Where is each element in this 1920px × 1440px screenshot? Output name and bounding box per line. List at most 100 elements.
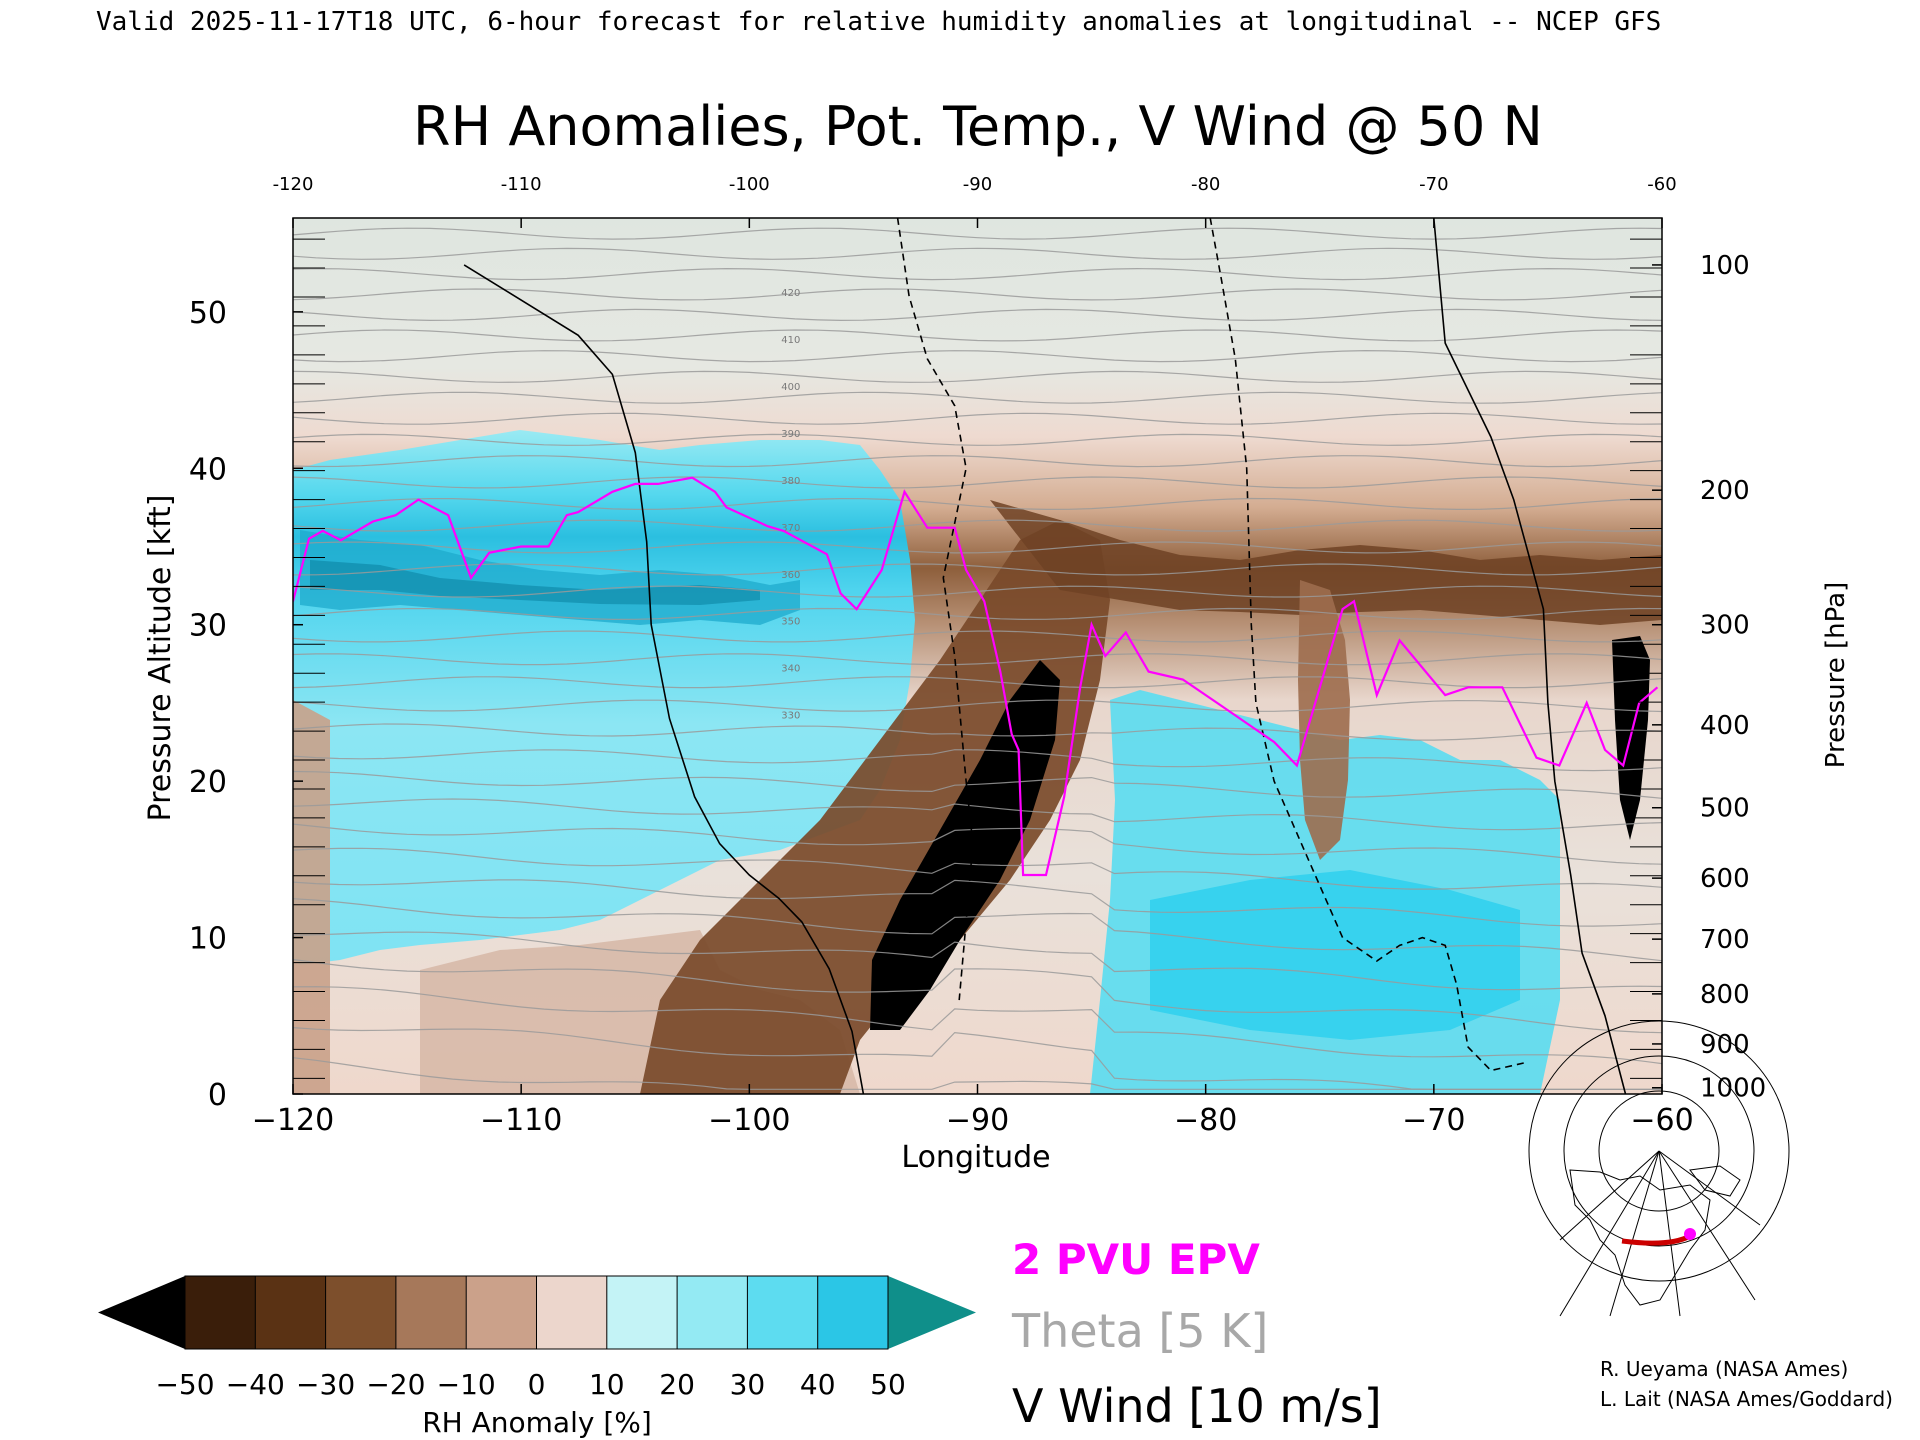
- theta-contour-line: [293, 541, 1662, 554]
- colorbar-tick-label: 40: [800, 1368, 836, 1401]
- x-axis-label: Longitude: [901, 1140, 1050, 1175]
- theta-contour-label: 330: [781, 711, 800, 722]
- colorbar-tick-label: 20: [659, 1368, 695, 1401]
- theta-contour-line: [293, 476, 1662, 489]
- credit-line-2: L. Lait (NASA Ames/Goddard): [1600, 1387, 1893, 1411]
- theta-contour-line: [293, 847, 1662, 890]
- pressure-tick-label: 700: [1700, 925, 1750, 955]
- colorbar-tick-label: −10: [437, 1368, 496, 1401]
- v-wind-contour: [1209, 218, 1526, 1072]
- rh-moist-deep-west: [310, 560, 760, 605]
- pressure-tick-label: 800: [1700, 980, 1750, 1010]
- colorbar-segment: [747, 1276, 819, 1349]
- theta-contour-label: 370: [781, 523, 800, 534]
- epv-2pvu-line: [293, 476, 1659, 877]
- top-x-tick-label: -110: [501, 174, 542, 195]
- pressure-axis-right: 100 200 300 400 500 600 700 800 900 1000: [1652, 251, 1766, 1104]
- top-x-tick-label: -100: [729, 174, 770, 195]
- theta-contour-line: [293, 349, 1662, 363]
- pressure-tick-label: 900: [1700, 1030, 1750, 1060]
- theta-contour-line: [293, 563, 1662, 576]
- theta-contour-line: [293, 676, 1662, 689]
- theta-contour-label: 390: [781, 429, 800, 440]
- colorbar-segment: [395, 1276, 467, 1349]
- theta-contour-label: 340: [781, 664, 800, 675]
- theta-contour-line: [293, 391, 1662, 404]
- colorbar-under-triangle: [98, 1276, 185, 1349]
- rh-dry-band-upper-east: [990, 500, 1662, 625]
- inset-map: [1528, 1020, 1790, 1317]
- y-axis-left: 0 10 20 30 40 50: [189, 296, 303, 1113]
- colorbar-tick-label: −30: [296, 1368, 355, 1401]
- theta-contour-line: [293, 455, 1662, 468]
- theta-contours: 330 340 350 360 370 380 390 400 410 420: [293, 227, 1662, 1090]
- x-axis: −120 −110 −100 −90 −80 −70 −60: [252, 1084, 1694, 1138]
- x-tick-label: −70: [1402, 1103, 1465, 1138]
- y-tick-label: 20: [189, 765, 227, 800]
- x-tick-label: −90: [946, 1103, 1009, 1138]
- colorbar-segment: [466, 1276, 537, 1349]
- colorbar-label: RH Anomaly [%]: [422, 1406, 652, 1439]
- x-tick-label: −100: [708, 1103, 790, 1138]
- colorbar-tick-label: 10: [589, 1368, 625, 1401]
- x-tick-label: −80: [1174, 1103, 1237, 1138]
- rh-dry-core-central: [870, 660, 1060, 1030]
- theta-contour-line: [293, 607, 1662, 621]
- v-wind-contours: [463, 218, 1627, 1094]
- colorbar-segment: [677, 1276, 748, 1349]
- theta-contour-line: [293, 497, 1662, 511]
- theta-contour-line: [293, 653, 1662, 666]
- x-tick-label: −120: [252, 1103, 334, 1138]
- rh-dry-patch-east-mid: [1298, 580, 1350, 860]
- theta-contour-line: [293, 723, 1662, 741]
- y-tick-label: 30: [189, 609, 227, 644]
- theta-contour-line: [293, 749, 1662, 772]
- y-tick-label: 50: [189, 296, 227, 331]
- theta-contour-label: 410: [781, 335, 800, 346]
- credit-line-1: R. Ueyama (NASA Ames): [1600, 1357, 1848, 1381]
- colorbar-tick-label: 50: [870, 1368, 906, 1401]
- plot-area: 330 340 350 360 370 380 390 400 410 420: [293, 218, 1662, 1094]
- y-tick-label: 10: [189, 922, 227, 957]
- top-x-axis: -120 -110 -100 -90 -80 -70 -60: [273, 174, 1677, 228]
- pressure-tick-label: 300: [1700, 611, 1750, 641]
- pressure-tick-label: 1000: [1700, 1074, 1766, 1104]
- edge-ticks: [293, 238, 1662, 1079]
- colorbar-segment: [606, 1276, 678, 1349]
- theta-contour-line: [293, 879, 1662, 927]
- y-axis-label-left: Pressure Altitude [kft]: [143, 495, 178, 822]
- pressure-tick-label: 400: [1700, 711, 1750, 741]
- theta-contour-line: [293, 308, 1662, 322]
- top-x-tick-label: -120: [273, 174, 314, 195]
- pressure-tick-label: 500: [1700, 794, 1750, 824]
- y-tick-label: 0: [208, 1078, 227, 1113]
- theta-contour-line: [293, 898, 1662, 962]
- theta-contour-line: [293, 986, 1662, 1065]
- colorbar-tick-label: −50: [155, 1368, 214, 1401]
- theta-contour-line: [293, 519, 1662, 532]
- theta-contour-line: [293, 433, 1662, 446]
- theta-contour-line: [293, 247, 1662, 260]
- pressure-tick-label: 600: [1700, 864, 1750, 894]
- theta-contour-label: 400: [781, 382, 800, 393]
- theta-contour-label: 350: [781, 617, 800, 628]
- top-x-tick-label: -80: [1191, 174, 1220, 195]
- legend-v-wind: V Wind [10 m/s]: [1012, 1379, 1382, 1433]
- epv-2pvu-layer: [293, 476, 1659, 877]
- pressure-tick-label: 100: [1700, 251, 1750, 281]
- theta-contour-line: [293, 770, 1662, 799]
- header-text: Valid 2025-11-17T18 UTC, 6-hour forecast…: [96, 7, 1661, 37]
- theta-contour-line: [293, 823, 1662, 865]
- pressure-tick-label: 200: [1700, 476, 1750, 506]
- legend-theta: Theta [5 K]: [1011, 1304, 1268, 1358]
- colorbar-tick-label: −20: [366, 1368, 425, 1401]
- v-wind-contour: [463, 264, 865, 1094]
- theta-contour-line: [293, 227, 1662, 240]
- chart-title: RH Anomalies, Pot. Temp., V Wind @ 50 N: [413, 95, 1543, 158]
- top-x-tick-label: -60: [1647, 174, 1676, 195]
- theta-contour-line: [293, 699, 1662, 713]
- theta-contour-label: 380: [781, 476, 800, 487]
- theta-contour-label: 360: [781, 570, 800, 581]
- y-tick-label: 40: [189, 452, 227, 487]
